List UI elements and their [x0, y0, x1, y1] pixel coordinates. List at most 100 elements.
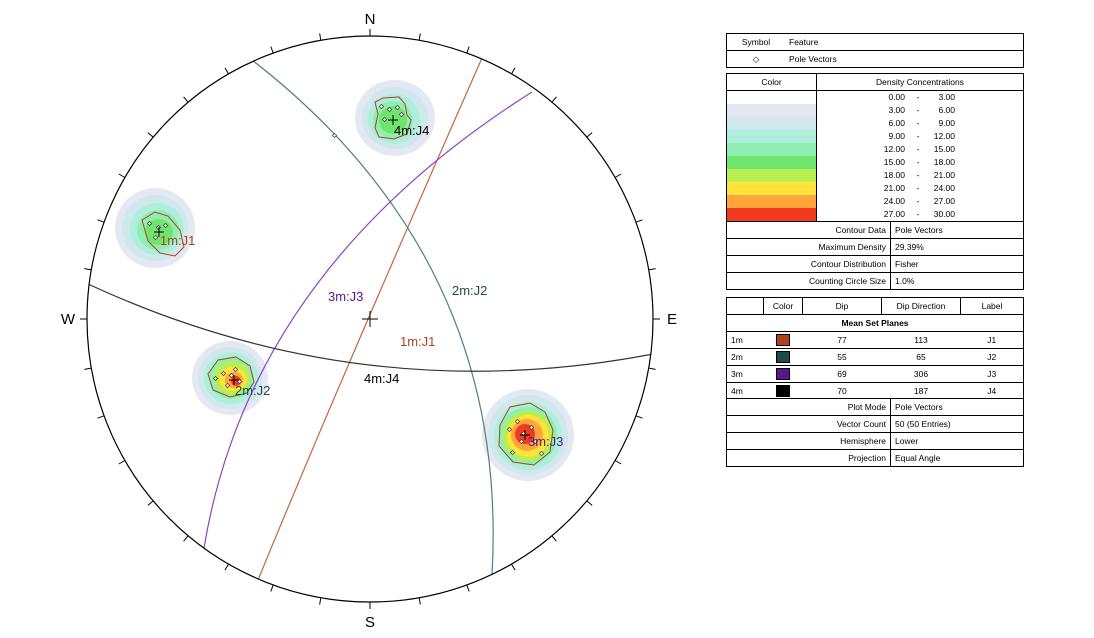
plot-info-value: Lower: [890, 432, 1023, 450]
plot-info-label: Plot Mode: [727, 399, 891, 416]
plot-info-row: Plot Mode Pole Vectors: [727, 399, 1023, 416]
density-contours: [115, 80, 574, 481]
pole-vectors: [146, 103, 545, 457]
tick-mark: [319, 597, 322, 605]
stereonet-plot: N S W E 1m:J1 2m:J2 3m:J3 4m:J4 1m:J1 2m…: [61, 11, 677, 631]
density-swatch: [727, 156, 816, 169]
density-from: 21.00: [883, 183, 905, 193]
density-separator: -: [916, 157, 920, 167]
col-dip-direction: Dip Direction: [881, 298, 961, 315]
density-range: 0.00 - 3.00: [817, 91, 1023, 104]
density-from: 12.00: [883, 144, 905, 154]
plane-dip: 77: [802, 331, 882, 349]
plot-info-label: Hemisphere: [727, 432, 891, 450]
tick-mark: [97, 415, 105, 419]
tick-mark: [418, 33, 421, 41]
color-swatch: [776, 385, 790, 397]
compass-north: N: [365, 11, 376, 28]
tick-mark: [648, 268, 656, 271]
tick-mark: [84, 367, 92, 370]
plane-id: 4m: [727, 382, 764, 399]
density-from: 0.00: [888, 92, 905, 102]
density-range: 27.00 - 30.00: [817, 208, 1023, 221]
density-separator: -: [916, 209, 920, 219]
density-separator: -: [916, 144, 920, 154]
tick-mark: [224, 563, 229, 571]
density-range: 3.00 - 6.00: [817, 104, 1023, 117]
tick-mark: [511, 67, 516, 75]
contour-info: Contour Data Pole Vectors Maximum Density 2…: [727, 221, 1023, 289]
symbol-header: Symbol: [727, 34, 785, 51]
contour-value: 1.0%: [890, 272, 1023, 289]
pole-label-j1: 1m:J1: [160, 233, 195, 248]
plane-label: J2: [960, 348, 1023, 366]
density-range: 21.00 - 24.00: [817, 182, 1023, 195]
tick-mark: [147, 132, 154, 138]
density-to: 3.00: [938, 92, 955, 102]
plane-label-j1: 1m:J1: [400, 334, 435, 349]
plane-j1: [257, 57, 483, 581]
plane-label: J1: [960, 331, 1023, 349]
feature-name: Pole Vectors: [789, 54, 837, 64]
tick-mark: [586, 132, 593, 138]
tick-mark: [614, 173, 622, 178]
contour-label: Counting Circle Size: [727, 272, 891, 289]
plane-id: 3m: [727, 365, 764, 383]
plot-info-label: Vector Count: [727, 415, 891, 433]
tick-mark: [551, 535, 557, 542]
density-legend: Color Density Concentrations 0.00-3.00 3.…: [726, 73, 1024, 290]
plane-dip-direction: 187: [881, 382, 961, 399]
tick-marks: [84, 33, 656, 605]
density-range: 18.00 - 21.00: [817, 169, 1023, 182]
plane-dip-direction: 306: [881, 365, 961, 383]
tick-mark: [635, 415, 643, 419]
density-swatch: [727, 169, 816, 182]
plane-j2: [251, 59, 494, 576]
plane-label: J4: [960, 382, 1023, 399]
density-to: 9.00: [938, 118, 955, 128]
density-range: 6.00 - 9.00: [817, 117, 1023, 130]
plot-info-value: Pole Vectors: [895, 402, 943, 412]
tick-mark: [466, 46, 470, 54]
tick-mark: [418, 597, 421, 605]
density-to: 27.00: [933, 196, 955, 206]
density-separator: -: [916, 118, 920, 128]
density-swatch: [727, 117, 816, 130]
tick-mark: [118, 460, 126, 465]
mean-set-planes: [87, 57, 653, 581]
tick-mark: [511, 563, 516, 571]
tick-mark: [466, 584, 470, 592]
density-separator: -: [916, 92, 920, 102]
plane-label-j3: 3m:J3: [328, 289, 363, 304]
tick-mark: [97, 219, 105, 223]
plane-color-swatch: [763, 382, 803, 399]
density-from: 18.00: [883, 170, 905, 180]
contour-value: Fisher: [890, 255, 1023, 273]
col-color: Color: [763, 298, 803, 315]
col-label: Label: [960, 298, 1023, 315]
density-to: 21.00: [933, 170, 955, 180]
plane-label-j4: 4m:J4: [364, 371, 399, 386]
plot-info-value: Equal Angle: [890, 449, 1023, 466]
tick-mark: [183, 535, 189, 542]
plot-info-row: Vector Count 50 (50 Entries): [727, 415, 1023, 433]
color-swatch: [776, 351, 790, 363]
density-swatch: [727, 104, 816, 117]
density-swatch: [727, 208, 816, 221]
contour-label: Contour Data: [727, 221, 891, 239]
compass-east: E: [667, 311, 677, 328]
density-range: 9.00 - 12.00: [817, 130, 1023, 143]
plot-info-row: Hemisphere Lower: [727, 432, 1023, 450]
density-range: 12.00 - 15.00: [817, 143, 1023, 156]
plane-j3: [203, 91, 533, 549]
pole-symbol-icon: ◇: [752, 53, 760, 64]
density-from: 6.00: [888, 118, 905, 128]
contour-row: Maximum Density 29.39%: [727, 238, 1023, 256]
plane-color-swatch: [763, 331, 803, 349]
col-dip: Dip: [802, 298, 882, 315]
density-to: 30.00: [933, 209, 955, 219]
tick-mark: [635, 219, 643, 223]
pole-label-j3: 3m:J3: [528, 434, 563, 449]
tick-mark: [224, 67, 229, 75]
density-swatch: [727, 143, 816, 156]
